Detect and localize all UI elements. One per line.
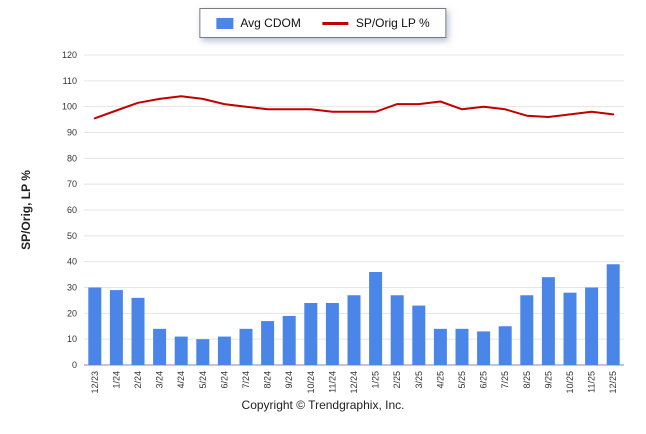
- bar-9-25: [541, 277, 555, 365]
- y-tick-label: 70: [67, 179, 77, 189]
- legend-item-sp-orig-lp: SP/Orig LP %: [322, 16, 430, 30]
- bar-12-24: [347, 295, 361, 365]
- x-tick-label: 10/24: [306, 371, 316, 394]
- bar-12-23: [88, 287, 102, 365]
- bar-2-24: [131, 297, 145, 365]
- x-tick-label: 4/24: [176, 371, 186, 389]
- y-tick-label: 110: [63, 76, 77, 86]
- bar-2-25: [390, 295, 404, 365]
- x-tick-label: 9/24: [284, 371, 294, 389]
- y-tick-label: 0: [72, 360, 77, 370]
- x-tick-label: 3/24: [155, 371, 165, 389]
- y-tick-label: 60: [67, 205, 77, 215]
- bar-1-24: [109, 290, 123, 365]
- y-tick-label: 120: [62, 50, 77, 60]
- bar-11-24: [325, 303, 339, 365]
- bar-10-25: [563, 292, 577, 365]
- x-tick-label: 12/25: [608, 371, 618, 394]
- x-tick-label: 5/25: [457, 371, 467, 389]
- bar-1-25: [369, 272, 383, 365]
- bar-7-24: [239, 328, 253, 365]
- bar-10-24: [304, 303, 318, 365]
- sp-orig-lp-line: [93, 95, 615, 120]
- y-axis-title: SP/Orig, LP %: [19, 170, 33, 250]
- x-tick-label: 2/24: [133, 371, 143, 389]
- bar-swatch-icon: [216, 17, 234, 29]
- bar-8-25: [520, 295, 534, 365]
- bar-11-25: [585, 287, 599, 365]
- x-tick-label: 2/25: [392, 371, 402, 389]
- x-tick-label: 11/24: [327, 371, 337, 393]
- x-tick-label: 7/24: [241, 371, 251, 389]
- y-tick-label: 10: [67, 334, 77, 344]
- y-tick-label: 90: [67, 128, 77, 138]
- bar-5-25: [455, 328, 469, 365]
- bar-3-25: [412, 305, 426, 365]
- y-tick-label: 80: [67, 153, 77, 163]
- bar-4-24: [174, 336, 188, 365]
- x-tick-label: 6/25: [479, 371, 489, 389]
- legend-label-sp-orig-lp: SP/Orig LP %: [355, 16, 430, 30]
- x-tick-label: 12/24: [349, 371, 359, 394]
- bar-4-25: [433, 328, 447, 365]
- chart-legend: Avg CDOM SP/Orig LP %: [199, 8, 447, 38]
- legend-item-avg-cdom: Avg CDOM: [216, 16, 301, 30]
- x-tick-label: 3/25: [414, 371, 424, 389]
- x-tick-label: 7/25: [500, 371, 510, 389]
- bar-6-25: [477, 331, 491, 365]
- legend-label-avg-cdom: Avg CDOM: [240, 16, 301, 30]
- bar-8-24: [261, 321, 275, 365]
- copyright-text: Copyright © Trendgraphix, Inc.: [241, 398, 405, 412]
- y-tick-label: 20: [67, 308, 77, 318]
- y-tick-label: 50: [67, 231, 77, 241]
- x-tick-label: 6/24: [219, 371, 229, 389]
- bar-6-24: [217, 336, 231, 365]
- x-tick-label: 12/23: [90, 371, 100, 394]
- bar-12-25: [606, 264, 620, 365]
- bar-9-24: [282, 315, 296, 365]
- x-tick-label: 11/25: [587, 371, 597, 393]
- x-tick-label: 10/25: [565, 371, 575, 394]
- x-tick-label: 8/24: [263, 371, 273, 389]
- y-tick-label: 30: [67, 283, 77, 293]
- bar-5-24: [196, 339, 210, 365]
- x-tick-label: 1/25: [371, 371, 381, 389]
- bar-7-25: [498, 326, 512, 365]
- x-tick-label: 4/25: [435, 371, 445, 389]
- x-tick-label: 5/24: [198, 371, 208, 389]
- x-tick-label: 1/24: [111, 371, 121, 389]
- line-swatch-icon: [322, 21, 349, 25]
- y-tick-label: 100: [62, 102, 77, 112]
- x-tick-label: 9/25: [543, 371, 553, 389]
- combo-chart: 0 10 20 30 40 50 60 70 80 90 100 110 120 12/23 1/24 2/2…: [19, 50, 624, 394]
- y-tick-label: 40: [67, 257, 77, 267]
- x-tick-label: 8/25: [522, 371, 532, 389]
- bar-3-24: [153, 328, 167, 365]
